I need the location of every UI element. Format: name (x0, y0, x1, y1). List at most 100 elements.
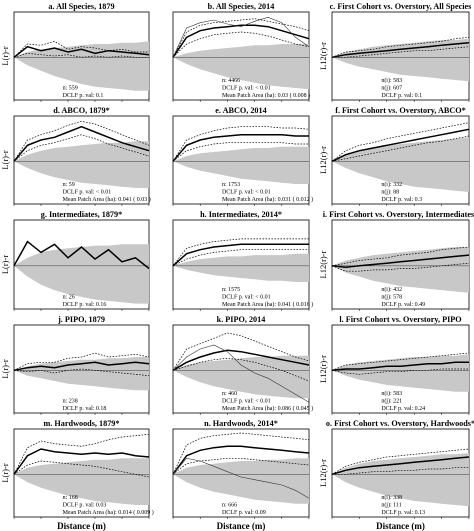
panel-4: d. ABCO, 1879* n: 59 DCLF p. val: < 0.01Me… (0, 106, 151, 206)
panel-title: d. ABCO, 1879* (53, 106, 109, 115)
dotted-line (331, 135, 470, 162)
simulation-envelope (173, 458, 309, 504)
panel-15: o. First Cohort vs. Overstory, Hardwoods… (318, 419, 474, 531)
panel-title: c. First Cohort vs. Overstory, All Speci… (330, 2, 472, 11)
dotted-line (13, 120, 150, 162)
panel-12: l. First Cohort vs. Overstory, PIPO n(i):… (318, 315, 470, 415)
y-axis-label: L12(r)-r (318, 355, 328, 383)
dotted-line (332, 467, 469, 475)
panel-stat: DCLF p. val: < 0.01 (222, 399, 271, 405)
thin-line (172, 16, 310, 58)
y-axis-label: L12(r)-r (318, 250, 328, 278)
panel-title: e. ABCO, 2014 (215, 106, 266, 115)
panel-title: k. PIPO, 2014 (217, 315, 266, 324)
dotted-line (331, 122, 470, 162)
y-axis-label: L12(r)-r (318, 42, 328, 70)
observed-line (172, 24, 310, 58)
panel-stat: DCLF p. val: < 0.01 (222, 86, 271, 92)
panel-stat: n: 1753 (222, 182, 240, 188)
dotted-line (172, 18, 310, 58)
panel-stat: DCLF p. val: 0.16 (63, 302, 107, 308)
panel-stat: n(j): 111 (381, 502, 401, 509)
observed-line (331, 41, 470, 59)
simulation-envelope (173, 146, 309, 184)
panel-title: o. First Cohort vs. Overstory, Hardwoods… (326, 419, 474, 428)
observed-line (13, 361, 150, 372)
observed-line (13, 240, 150, 270)
panel-title: b. All Species, 2014 (208, 2, 275, 11)
y-axis-label: L12(r)-r (318, 459, 328, 487)
dotted-line (331, 246, 470, 267)
observed-line (331, 361, 469, 372)
dotted-line (331, 352, 470, 371)
panel-stat: DCLF p. val: < 0.01 (222, 295, 271, 301)
y-axis-label: L(r)-r (0, 150, 10, 170)
panel-8: h. Intermediates, 2014* n: 1575 DCLF p. va… (172, 210, 313, 311)
panel-stat: DCLF p. val: 0.18 (63, 406, 107, 412)
panel-stat: DCLF p. val: 0.1 (381, 93, 422, 99)
y-axis-label: L(r)-r (0, 359, 10, 379)
observed-line (331, 456, 470, 476)
panel-stat: DCLF p. val: 0.1 (63, 93, 104, 99)
panel-stat: n(i): 583 (381, 390, 402, 397)
dotted-line (13, 134, 150, 162)
thin-line (172, 344, 310, 403)
panel-title: l. First Cohort vs. Overstory, PIPO (339, 315, 461, 324)
y-axis-label: L(r)-r (0, 46, 10, 66)
panel-stat: n: 460 (222, 391, 237, 397)
panel-stat: n(j): 221 (381, 398, 402, 405)
simulation-envelope (14, 244, 149, 304)
panel-title: a. All Species, 1879 (48, 2, 114, 11)
simulation-envelope (14, 41, 149, 91)
dotted-line (331, 448, 470, 475)
panel-11: k. PIPO, 2014 n: 460 DCLF p. val: < 0.01Me… (172, 315, 313, 415)
panel-stat: n: 26 (63, 295, 75, 301)
panel-stat: n(j): 578 (381, 294, 402, 301)
panel-stat: Mean Patch Area (ha): 0.041 ( 0.03 ) (63, 196, 151, 203)
panel-stat: n(j): 88 (381, 189, 399, 196)
simulation-envelope (173, 355, 309, 399)
y-axis-label: L(r)-r (0, 255, 10, 275)
dotted-line (172, 249, 309, 267)
y-axis-label: L(r)-r (0, 463, 10, 483)
observed-line (172, 243, 309, 267)
panel-stat: Mean Patch Area (ha): 0.03 ( 0.008 ) (222, 92, 310, 99)
panel-stat: DCLF p. val: 0.13 (381, 510, 425, 516)
x-axis-label: Distance (m) (57, 521, 106, 531)
simulation-envelope (173, 44, 309, 90)
observed-line (13, 45, 150, 58)
panel-title: n. Hardwoods, 2014* (204, 419, 278, 428)
dotted-line (332, 46, 470, 58)
dotted-line (331, 368, 469, 375)
panel-stat: n: 59 (63, 182, 75, 188)
panel-stat: n(i): 338 (381, 494, 402, 501)
simulation-envelope (14, 141, 149, 188)
simulation-envelope (173, 253, 309, 282)
dotted-line (172, 142, 309, 162)
dotted-line (172, 357, 310, 382)
panel-title: f. First Cohort vs. Overstory, ABCO* (335, 106, 466, 115)
panel-stat: Mean Patch Area (ha): 0.031 ( 0.012 ) (222, 196, 313, 203)
panel-title: m. Hardwoods, 1879* (44, 419, 120, 428)
observed-line (172, 445, 310, 475)
dotted-line (13, 352, 150, 371)
observed-line (13, 448, 150, 475)
panel-title: g. Intermediates, 1879* (41, 210, 122, 219)
panel-title: i. First Cohort vs. Overstory, Intermedi… (323, 210, 474, 219)
dotted-line (13, 40, 149, 58)
observed-line (331, 128, 470, 162)
dotted-line (172, 432, 310, 475)
panel-stat: n: 559 (63, 86, 78, 92)
panel-5: e. ABCO, 2014 n: 1753 DCLF p. val: < 0.01M… (172, 106, 313, 206)
panel-stat: Mean Patch Area (ha): 0.086 ( 0.045 ) (222, 405, 313, 412)
panel-stat: Mean Patch Area (ha): 0.041 ( 0.016 ) (222, 301, 313, 308)
panel-stat: DCLF p. val: < 0.01 (63, 190, 112, 196)
y-axis-label: L12(r)-r (318, 146, 328, 174)
panel-stat: DCLF p. val: < 0.01 (222, 190, 271, 196)
panel-stat: n(j): 607 (381, 85, 402, 92)
